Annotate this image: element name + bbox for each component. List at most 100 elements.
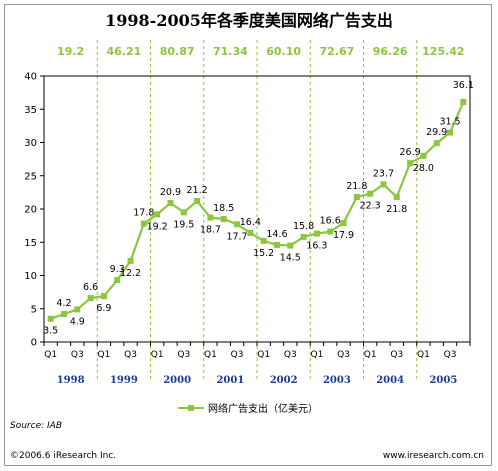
data-label: 26.9: [400, 147, 421, 158]
y-tick-label: 30: [24, 138, 37, 149]
data-point: [180, 209, 187, 216]
quarter-tick-label: Q1: [417, 350, 430, 360]
data-point: [287, 242, 294, 249]
y-tick-label: 40: [24, 72, 37, 83]
data-point: [300, 233, 307, 240]
quarter-tick-label: Q3: [71, 350, 84, 360]
data-point: [234, 221, 241, 228]
data-point: [327, 228, 334, 235]
data-label: 19.5: [173, 219, 194, 230]
data-point: [420, 152, 427, 159]
data-label: 14.6: [266, 229, 287, 240]
data-label: 21.8: [386, 204, 407, 215]
annual-total-label: 80.87: [160, 45, 195, 58]
data-point: [220, 215, 227, 222]
chart-frame: [4, 4, 492, 466]
year-label: 2001: [216, 375, 244, 386]
year-separators: [96, 40, 418, 380]
year-label: 2000: [163, 375, 191, 386]
data-point: [60, 311, 67, 318]
quarter-tick-label: Q3: [390, 350, 403, 360]
year-label: 2004: [376, 375, 404, 386]
y-tick-label: 25: [24, 171, 37, 182]
data-label: 16.6: [320, 216, 341, 227]
data-label: 16.4: [240, 217, 261, 228]
data-label: 17.8: [133, 208, 154, 219]
legend-label: 网络广告支出（亿美元）: [208, 402, 318, 415]
chart-title: 1998-2005年各季度美国网络广告支出: [105, 11, 393, 30]
data-label: 9.3: [110, 264, 125, 275]
quarter-tick-label: Q3: [337, 350, 350, 360]
data-label: 21.8: [346, 181, 367, 192]
copyright: ©2006.6 iResearch Inc.: [10, 451, 116, 461]
data-label: 36.1: [453, 80, 474, 91]
year-label: 1999: [110, 375, 138, 386]
data-point: [167, 200, 174, 207]
data-point: [273, 241, 280, 248]
series-layer: [47, 98, 467, 322]
data-point: [393, 194, 400, 201]
annual-totals: 19.2 46.21 80.87 71.34 60.10 72.67 96.26 125.42: [57, 45, 465, 58]
y-tick-label: 20: [24, 205, 37, 216]
data-point: [47, 315, 54, 322]
data-label: 31.5: [439, 117, 460, 128]
data-label: 4.9: [70, 316, 85, 327]
quarter-tick-label: Q3: [177, 350, 190, 360]
data-point: [194, 198, 201, 205]
data-point: [460, 98, 467, 105]
data-label: 17.9: [333, 230, 354, 241]
data-label: 18.7: [200, 225, 221, 236]
data-point: [380, 181, 387, 188]
data-label: 21.2: [187, 185, 208, 196]
axes: 0 5 10 15 20 25 30 35 40 Q1 Q3 Q1 Q3 Q1 Q3 Q1 Q3 Q1 Q3 Q1 Q3…: [24, 72, 471, 386]
data-point: [407, 160, 414, 167]
data-point: [353, 194, 360, 201]
data-point: [114, 277, 121, 284]
quarter-tick-label: Q3: [284, 350, 297, 360]
data-point: [367, 190, 374, 197]
year-label: 2002: [270, 375, 298, 386]
data-point: [154, 211, 161, 218]
annual-total-label: 96.26: [373, 45, 408, 58]
data-label: 17.7: [226, 231, 247, 242]
quarter-tick-label: Q1: [44, 350, 57, 360]
annual-total-label: 125.42: [422, 45, 464, 58]
data-point: [207, 214, 214, 221]
year-label: 2003: [323, 375, 351, 386]
website: www.iresearch.com.cn: [383, 451, 484, 461]
data-label: 22.3: [360, 201, 381, 212]
data-label: 20.9: [160, 187, 181, 198]
data-label: 14.5: [280, 253, 301, 264]
quarter-tick-label: Q1: [311, 350, 324, 360]
y-tick-label: 10: [24, 271, 37, 282]
y-tick-label: 15: [24, 238, 37, 249]
data-point: [433, 140, 440, 147]
data-point: [313, 230, 320, 237]
annual-total-label: 46.21: [106, 45, 141, 58]
source-note: Source: IAB: [10, 421, 62, 431]
data-label: 6.9: [96, 303, 111, 314]
data-label: 15.2: [253, 248, 274, 259]
data-label: 18.5: [213, 203, 234, 214]
data-point: [127, 257, 134, 264]
data-label: 6.6: [83, 282, 98, 293]
y-tick-label: 0: [31, 338, 37, 349]
annual-total-label: 72.67: [319, 45, 354, 58]
data-point: [247, 229, 254, 236]
quarter-tick-label: Q1: [151, 350, 164, 360]
data-label: 29.9: [426, 127, 447, 138]
quarter-tick-label: Q1: [204, 350, 217, 360]
data-label: 3.5: [43, 326, 58, 337]
quarter-tick-label: Q1: [364, 350, 377, 360]
data-label: 15.8: [293, 221, 314, 232]
annual-total-label: 19.2: [57, 45, 84, 58]
data-label: 12.2: [120, 268, 141, 279]
quarter-tick-label: Q3: [444, 350, 457, 360]
data-point: [340, 219, 347, 226]
data-label: 23.7: [373, 168, 394, 179]
quarter-tick-label: Q1: [257, 350, 270, 360]
data-point: [260, 237, 267, 244]
data-label: 19.2: [147, 221, 168, 232]
annual-total-label: 60.10: [266, 45, 301, 58]
legend: 网络广告支出（亿美元）: [178, 402, 318, 415]
